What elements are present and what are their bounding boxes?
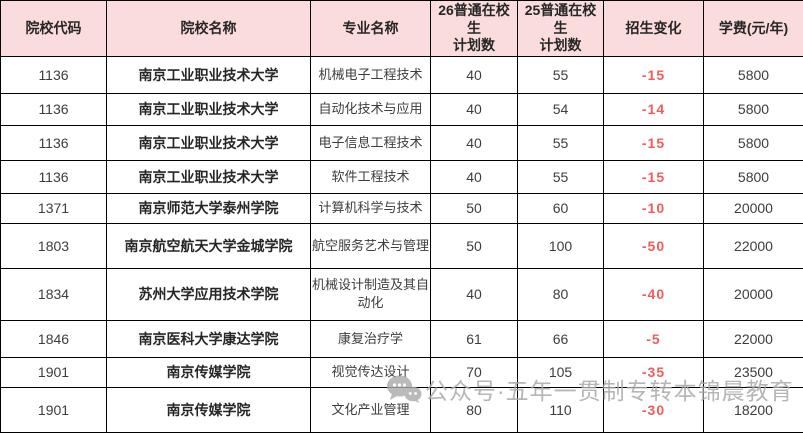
column-header-plan26: 26普通在校生 计划数: [431, 1, 518, 57]
cell-college-code: 1371: [1, 193, 107, 223]
cell-major-name: 机械电子工程技术: [311, 56, 431, 93]
cell-college-code: 1901: [1, 357, 107, 387]
cell-plan-2025: 60: [518, 193, 604, 223]
cell-enrollment-change: -35: [604, 357, 704, 387]
cell-college-code: 1846: [1, 320, 107, 357]
cell-college-code: 1136: [1, 93, 107, 125]
cell-tuition: 5800: [704, 160, 803, 193]
cell-college-name: 南京工业职业技术大学: [107, 160, 311, 193]
cell-enrollment-change: -5: [604, 320, 704, 357]
cell-plan-2025: 110: [518, 387, 604, 432]
cell-plan-2026: 50: [431, 223, 518, 268]
cell-enrollment-change: -50: [604, 223, 704, 268]
cell-plan-2026: 80: [431, 387, 518, 432]
cell-major-name: 计算机科学与技术: [311, 193, 431, 223]
cell-plan-2026: 50: [431, 193, 518, 223]
cell-enrollment-change: -14: [604, 93, 704, 125]
cell-tuition: 22000: [704, 223, 803, 268]
cell-enrollment-change: -40: [604, 268, 704, 320]
cell-tuition: 20000: [704, 193, 803, 223]
cell-college-name: 南京工业职业技术大学: [107, 93, 311, 125]
cell-major-name: 软件工程技术: [311, 160, 431, 193]
cell-college-name: 南京工业职业技术大学: [107, 125, 311, 160]
cell-plan-2025: 55: [518, 56, 604, 93]
column-header-code: 院校代码: [1, 1, 107, 57]
cell-college-name: 南京航空航天大学金城学院: [107, 223, 311, 268]
cell-college-name: 南京传媒学院: [107, 357, 311, 387]
cell-enrollment-change: -15: [604, 160, 704, 193]
cell-major-name: 机械设计制造及其自动化: [311, 268, 431, 320]
cell-tuition: 22000: [704, 320, 803, 357]
cell-college-name: 南京传媒学院: [107, 387, 311, 432]
cell-plan-2025: 100: [518, 223, 604, 268]
cell-plan-2026: 40: [431, 268, 518, 320]
column-header-tuition: 学费(元/年): [704, 1, 803, 57]
cell-tuition: 5800: [704, 56, 803, 93]
cell-major-name: 文化产业管理: [311, 387, 431, 432]
cell-plan-2025: 105: [518, 357, 604, 387]
cell-enrollment-change: -30: [604, 387, 704, 432]
cell-college-name: 南京医科大学康达学院: [107, 320, 311, 357]
cell-plan-2025: 66: [518, 320, 604, 357]
cell-tuition: 5800: [704, 93, 803, 125]
cell-enrollment-change: -10: [604, 193, 704, 223]
cell-college-code: 1803: [1, 223, 107, 268]
cell-plan-2026: 40: [431, 93, 518, 125]
cell-plan-2025: 54: [518, 93, 604, 125]
cell-college-code: 1901: [1, 387, 107, 432]
cell-tuition: 20000: [704, 268, 803, 320]
cell-college-code: 1834: [1, 268, 107, 320]
column-header-name: 院校名称: [107, 1, 311, 57]
cell-plan-2025: 80: [518, 268, 604, 320]
cell-college-name: 南京工业职业技术大学: [107, 56, 311, 93]
cell-college-code: 1136: [1, 160, 107, 193]
cell-major-name: 电子信息工程技术: [311, 125, 431, 160]
cell-major-name: 航空服务艺术与管理: [311, 223, 431, 268]
cell-enrollment-change: -15: [604, 125, 704, 160]
cell-college-name: 南京师范大学泰州学院: [107, 193, 311, 223]
cell-college-code: 1136: [1, 56, 107, 93]
cell-tuition: 23500: [704, 357, 803, 387]
cell-plan-2026: 70: [431, 357, 518, 387]
column-header-change: 招生变化: [604, 1, 704, 57]
column-header-major: 专业名称: [311, 1, 431, 57]
cell-plan-2026: 40: [431, 56, 518, 93]
cell-plan-2025: 55: [518, 160, 604, 193]
cell-college-name: 苏州大学应用技术学院: [107, 268, 311, 320]
cell-plan-2025: 55: [518, 125, 604, 160]
cell-tuition: 18200: [704, 387, 803, 432]
cell-plan-2026: 40: [431, 125, 518, 160]
cell-major-name: 视觉传达设计: [311, 357, 431, 387]
column-header-plan25: 25普通在校生 计划数: [518, 1, 604, 57]
cell-enrollment-change: -15: [604, 56, 704, 93]
cell-college-code: 1136: [1, 125, 107, 160]
cell-major-name: 康复治疗学: [311, 320, 431, 357]
cell-tuition: 5800: [704, 125, 803, 160]
cell-plan-2026: 61: [431, 320, 518, 357]
cell-plan-2026: 40: [431, 160, 518, 193]
cell-major-name: 自动化技术与应用: [311, 93, 431, 125]
